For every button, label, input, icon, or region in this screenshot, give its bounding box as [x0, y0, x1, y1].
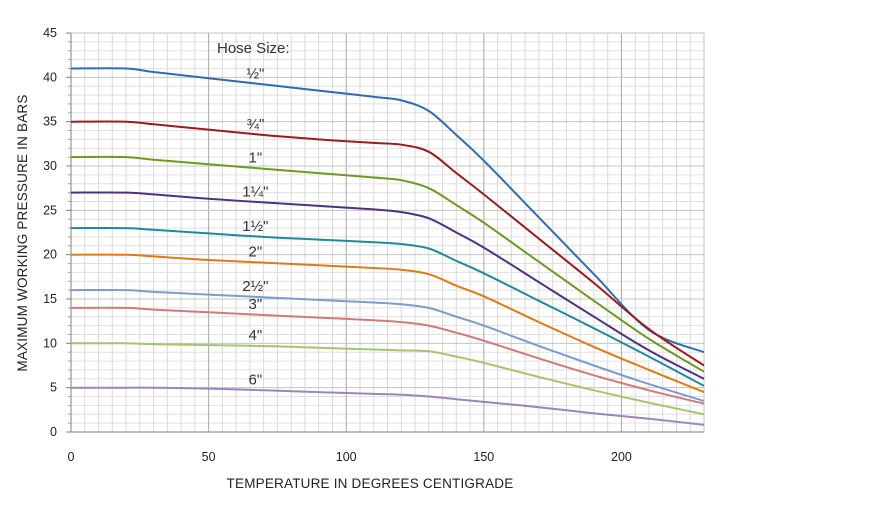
series-line: [70, 191, 705, 380]
x-tick-labels: 0 50 100 150 200: [68, 450, 632, 464]
x-tick-label: 200: [611, 450, 632, 464]
series-label: 1½": [242, 218, 268, 235]
y-tick-label: 30: [43, 159, 57, 173]
axes: [66, 32, 704, 433]
series-label: ½": [246, 65, 264, 82]
x-axis-label: TEMPERATURE IN DEGREES CENTIGRADE: [227, 476, 514, 491]
series-label: 1": [249, 150, 263, 167]
y-tick-labels: 0 5 10 15 20 25 30 35 40 45: [43, 26, 57, 439]
y-tick-label: 15: [43, 292, 57, 306]
legend-title: Hose Size:: [217, 40, 290, 57]
x-tick-label: 0: [68, 450, 75, 464]
series-label: 1¼": [242, 183, 268, 200]
x-tick-label: 100: [336, 450, 357, 464]
series-label: ¾": [246, 116, 264, 133]
y-tick-label: 25: [43, 203, 57, 217]
minor-gridlines: [71, 33, 704, 432]
series-label: 6": [249, 371, 263, 388]
y-tick-label: 10: [43, 336, 57, 350]
series-label: 3": [249, 296, 263, 313]
series-line: [70, 67, 705, 354]
y-tick-label: 0: [50, 425, 57, 439]
y-tick-label: 35: [43, 115, 57, 129]
major-gridlines: [71, 32, 705, 432]
y-axis-label: MAXIMUM WORKING PRESSURE IN BARS: [15, 94, 30, 371]
series-line: [70, 306, 705, 405]
series-labels: ½" ¾" 1" 1¼" 1½" 2" 2½"3" 4" 6": [242, 65, 268, 388]
series-line: [70, 120, 705, 367]
y-tick-label: 5: [50, 381, 57, 395]
series-line: [70, 155, 705, 373]
x-tick-label: 150: [473, 450, 494, 464]
series-line: [70, 253, 705, 394]
y-tick-label: 20: [43, 248, 57, 262]
y-tick-label: 40: [43, 70, 57, 84]
x-tick-label: 50: [202, 450, 216, 464]
series-line: [70, 342, 705, 416]
series-label: 4": [249, 327, 263, 344]
y-tick-label: 45: [43, 26, 57, 40]
series-label: 2½": [242, 278, 268, 295]
series-line: [71, 386, 705, 426]
series-line: [70, 226, 705, 387]
series-line: [70, 288, 705, 402]
series-lines: [70, 67, 705, 426]
series-label: 2": [249, 244, 263, 261]
